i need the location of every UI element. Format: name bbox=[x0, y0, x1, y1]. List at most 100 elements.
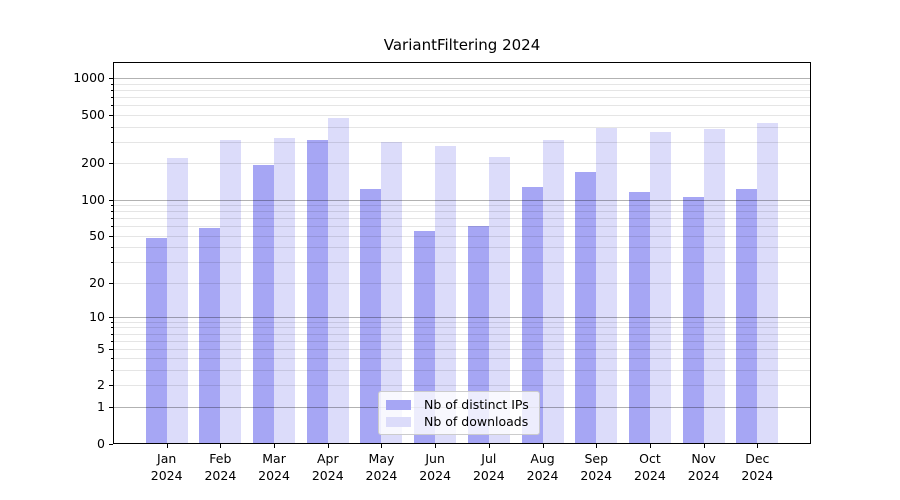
gridline-minor-7 bbox=[113, 333, 811, 335]
gridline-minor-600 bbox=[113, 105, 811, 107]
x-tick-label-feb: Feb 2024 bbox=[204, 451, 237, 483]
y-tick-5 bbox=[109, 348, 113, 350]
gridline-minor-6 bbox=[113, 340, 811, 342]
gridline-minor-400 bbox=[113, 126, 811, 128]
gridline-minor-50 bbox=[113, 235, 811, 237]
gridline-minor-800 bbox=[113, 90, 811, 92]
bar-downloads-aug bbox=[542, 140, 564, 444]
y-tick-label-200: 200 bbox=[81, 155, 105, 171]
bar-distinct-ips-sep bbox=[575, 171, 597, 444]
y-tick-0 bbox=[109, 443, 113, 445]
gridline-minor-70 bbox=[113, 218, 811, 220]
gridline-minor-20 bbox=[113, 282, 811, 284]
x-tick-label-jul: Jul 2024 bbox=[472, 451, 505, 483]
y-minor-tick-700 bbox=[110, 97, 113, 99]
gridline-minor-90 bbox=[113, 205, 811, 207]
legend-label-distinct-ips: Nb of distinct IPs bbox=[424, 397, 529, 412]
y-tick-10 bbox=[109, 316, 113, 318]
bar-distinct-ips-oct bbox=[628, 191, 650, 444]
gridline-10 bbox=[113, 316, 811, 318]
gridline-minor-700 bbox=[113, 97, 811, 99]
y-tick-1 bbox=[109, 406, 113, 408]
y-tick-20 bbox=[109, 282, 113, 284]
x-tick-nov bbox=[703, 444, 705, 448]
y-minor-tick-8 bbox=[110, 327, 113, 329]
y-minor-tick-800 bbox=[110, 90, 113, 92]
bar-downloads-dec bbox=[757, 122, 779, 444]
y-minor-tick-300 bbox=[110, 141, 113, 143]
gridline-minor-8 bbox=[113, 327, 811, 329]
legend-row-distinct-ips: Nb of distinct IPs bbox=[386, 396, 532, 413]
y-minor-tick-90 bbox=[110, 205, 113, 207]
gridline-100 bbox=[113, 199, 811, 201]
x-tick-label-may: May 2024 bbox=[365, 451, 398, 483]
bar-downloads-apr bbox=[327, 117, 349, 444]
legend-swatch-downloads bbox=[386, 416, 411, 427]
bar-downloads-nov bbox=[703, 129, 725, 444]
y-tick-label-20: 20 bbox=[89, 274, 105, 290]
y-minor-tick-60 bbox=[110, 226, 113, 228]
x-tick-label-apr: Apr 2024 bbox=[311, 451, 344, 483]
y-minor-tick-9 bbox=[110, 321, 113, 323]
y-tick-label-500: 500 bbox=[81, 107, 105, 123]
x-tick-label-dec: Dec 2024 bbox=[741, 451, 774, 483]
y-minor-tick-4 bbox=[110, 358, 113, 360]
legend-label-downloads: Nb of downloads bbox=[424, 414, 529, 429]
x-tick-apr bbox=[327, 444, 329, 448]
y-tick-label-50: 50 bbox=[89, 227, 105, 243]
gridline-minor-300 bbox=[113, 141, 811, 143]
y-tick-label-1: 1 bbox=[97, 398, 105, 414]
y-tick-label-5: 5 bbox=[97, 340, 105, 356]
x-tick-aug bbox=[542, 444, 544, 448]
y-minor-tick-3 bbox=[110, 370, 113, 372]
x-tick-jul bbox=[488, 444, 490, 448]
bar-distinct-ips-nov bbox=[682, 197, 704, 444]
x-tick-label-oct: Oct 2024 bbox=[634, 451, 666, 483]
bar-distinct-ips-jul bbox=[467, 226, 489, 444]
bar-downloads-feb bbox=[220, 140, 242, 444]
gridline-minor-80 bbox=[113, 211, 811, 213]
bar-distinct-ips-dec bbox=[736, 188, 758, 444]
bar-downloads-sep bbox=[596, 127, 618, 444]
y-minor-tick-70 bbox=[110, 218, 113, 220]
y-minor-tick-40 bbox=[110, 247, 113, 249]
bar-downloads-jul bbox=[488, 156, 510, 444]
y-tick-label-1000: 1000 bbox=[73, 70, 105, 86]
x-tick-label-mar: Mar 2024 bbox=[258, 451, 290, 483]
y-tick-500 bbox=[109, 115, 113, 117]
x-tick-label-jan: Jan 2024 bbox=[150, 451, 183, 483]
x-tick-jan bbox=[166, 444, 168, 448]
gridline-minor-60 bbox=[113, 226, 811, 228]
bar-distinct-ips-apr bbox=[306, 139, 328, 444]
x-tick-label-aug: Aug 2024 bbox=[526, 451, 559, 483]
bar-distinct-ips-may bbox=[360, 188, 382, 444]
plot-frame bbox=[113, 62, 811, 444]
y-tick-label-2: 2 bbox=[97, 377, 105, 393]
bar-distinct-ips-aug bbox=[521, 186, 543, 444]
y-tick-50 bbox=[109, 235, 113, 237]
y-minor-tick-400 bbox=[110, 126, 113, 128]
y-minor-tick-6 bbox=[110, 340, 113, 342]
legend-swatch-distinct-ips bbox=[386, 399, 411, 410]
x-tick-jun bbox=[435, 444, 437, 448]
y-minor-tick-7 bbox=[110, 333, 113, 335]
y-tick-2 bbox=[109, 385, 113, 387]
x-tick-oct bbox=[649, 444, 651, 448]
gridline-minor-500 bbox=[113, 115, 811, 117]
y-tick-100 bbox=[109, 199, 113, 201]
bar-downloads-jun bbox=[435, 145, 457, 444]
x-tick-dec bbox=[757, 444, 759, 448]
legend-row-downloads: Nb of downloads bbox=[386, 413, 532, 430]
x-tick-label-jun: Jun 2024 bbox=[419, 451, 452, 483]
bar-downloads-mar bbox=[274, 137, 296, 444]
y-tick-label-10: 10 bbox=[89, 308, 105, 324]
legend: Nb of distinct IPs Nb of downloads bbox=[378, 391, 540, 435]
y-minor-tick-80 bbox=[110, 211, 113, 213]
y-tick-1000 bbox=[109, 78, 113, 80]
chart-title: VariantFiltering 2024 bbox=[383, 36, 541, 54]
gridline-minor-3 bbox=[113, 370, 811, 372]
bar-distinct-ips-feb bbox=[199, 228, 221, 444]
gridline-minor-2 bbox=[113, 385, 811, 387]
gridline-minor-4 bbox=[113, 358, 811, 360]
